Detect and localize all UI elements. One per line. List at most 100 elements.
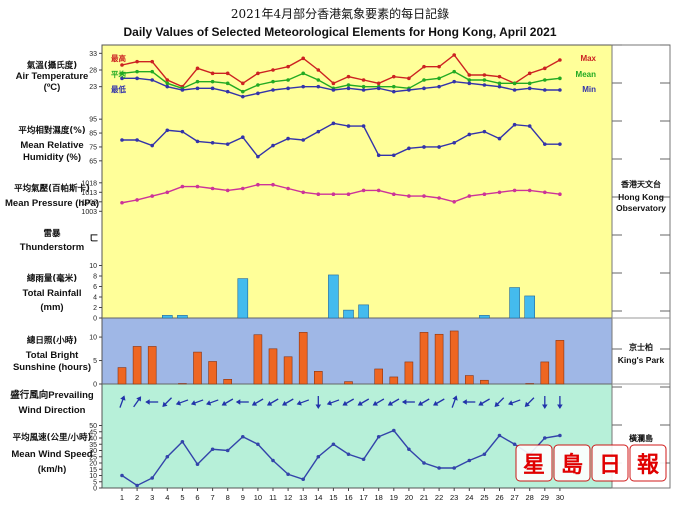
rainfall-unit: (mm): [40, 302, 63, 313]
x-tick-label: 5: [180, 493, 184, 502]
arrow-head: [524, 401, 530, 407]
x-tick-label: 14: [314, 493, 322, 502]
wind-speed-line-point: [195, 462, 200, 467]
wind-direction-arrow: [494, 397, 505, 407]
humidity-line-point: [316, 129, 321, 134]
legend-zh-max: 最高: [111, 53, 126, 63]
rainfall-bar: [509, 287, 520, 319]
x-tick-label: 2: [135, 493, 139, 502]
temp-mean-line-point: [422, 78, 426, 82]
rainfall-bar: [343, 309, 354, 319]
wind-direction-arrow: [175, 399, 189, 406]
rainfall-bar: [328, 274, 339, 319]
legend-zh-mean: 平均: [111, 69, 126, 79]
arrow-head: [387, 400, 394, 406]
wind-direction-label: 盛行風向Prevailing: [10, 389, 94, 401]
x-tick-label: 18: [375, 493, 383, 502]
y-tick-label: 45: [89, 429, 97, 436]
temp-max-line-point: [225, 71, 230, 76]
temp-max-line-point: [407, 76, 411, 81]
temp-max-line-point: [210, 71, 215, 76]
pressure-line-point: [392, 192, 396, 196]
wind-direction-arrow: [357, 398, 370, 406]
pressure-line-point: [286, 186, 290, 191]
y-tick-label: 1003: [81, 209, 97, 216]
temp-mean-line-point: [165, 81, 170, 86]
wind-direction-arrow: [162, 397, 173, 407]
rainfall-bar: [237, 278, 249, 319]
temp-min-line-point: [376, 86, 381, 91]
arrow-head: [452, 395, 458, 401]
y-tick-label: 0: [93, 316, 97, 323]
y-tick-label: 5: [93, 479, 97, 486]
humidity-line-point: [527, 124, 532, 128]
wind-speed-line-point: [376, 434, 381, 439]
station-column: [611, 44, 671, 489]
y-tick-label: 10: [89, 335, 97, 342]
wind-direction-arrow: [266, 398, 279, 406]
y-tick-label: 40: [89, 436, 97, 443]
wind-direction-arrow: [451, 395, 458, 408]
temp-min-line-point: [346, 86, 351, 91]
temp-mean-line-point: [195, 79, 200, 84]
temp-max-line-point: [165, 78, 170, 82]
humidity-line-point: [392, 153, 396, 158]
wind-speed-line-point: [180, 439, 185, 444]
temp-label-en: Air Temperature: [16, 71, 89, 82]
wind-direction-arrow: [282, 398, 294, 406]
temp-max-line-point: [316, 68, 321, 72]
temp-min-line-point: [467, 81, 472, 86]
y-tick-label: 20: [89, 461, 97, 468]
temp-min-line-point: [422, 86, 426, 91]
temp-max-line: [121, 54, 561, 88]
temp-min-line-point: [331, 88, 336, 92]
sunshine-label-zh: 總日照(小時): [27, 335, 77, 346]
sunshine-bar: [283, 356, 293, 385]
y-tick-label: 10: [89, 473, 97, 480]
wind-speed-line-point: [120, 473, 124, 478]
temp-max-line-point: [120, 63, 124, 67]
station-observatory-en: Hong Kong: [618, 192, 664, 202]
pressure-line-point: [361, 188, 366, 193]
y-tick-label: 1018: [81, 180, 97, 187]
y-tick-label: 28: [89, 68, 97, 75]
sunshine-bar: [147, 346, 157, 385]
wind-speed-line-point: [407, 447, 411, 452]
wind-direction-arrow: [315, 396, 322, 409]
sunshine-bar: [223, 379, 232, 385]
temp-mean-line-point: [558, 76, 562, 81]
arrow-head: [401, 399, 407, 405]
wind-direction-arrow: [524, 397, 535, 407]
wind-direction-arrow: [387, 398, 400, 406]
wind-speed-line-point: [316, 454, 321, 459]
wind-speed-line: [121, 429, 561, 487]
arrow-head: [433, 400, 439, 406]
temp-mean-line-point: [256, 83, 260, 87]
x-tick-label: 13: [299, 493, 307, 502]
pressure-line-point: [271, 182, 275, 187]
sunshine-bar: [480, 379, 489, 385]
sunshine-label-en: Sunshine (hours): [13, 362, 91, 373]
humidity-line-point: [467, 132, 472, 137]
temp-unit: (ºC): [44, 82, 61, 93]
temp-max-line-point: [286, 64, 290, 69]
x-tick-label: 4: [165, 493, 169, 502]
y-tick-label: 35: [89, 442, 97, 449]
station-observatory-zh: 香港天文台: [620, 179, 661, 189]
wind-speed-line-point: [497, 433, 502, 438]
temp-min-line-point: [437, 84, 441, 89]
x-tick-label: 15: [329, 493, 337, 502]
temp-min-line-point: [452, 79, 457, 84]
station-kings-park-en: King's Park: [618, 355, 665, 365]
temp-mean-line-point: [437, 76, 441, 81]
sunshine-bar: [193, 351, 202, 385]
pressure-label-zh: 平均氣壓(百帕斯卡): [14, 183, 90, 194]
humidity-line-point: [165, 128, 170, 133]
pressure-line-point: [422, 194, 426, 198]
y-tick-label: 25: [89, 454, 97, 461]
wind-speed-label-zh: 平均風速(公里/小時): [13, 432, 92, 443]
humidity-line-point: [120, 138, 124, 142]
x-tick-label: 28: [526, 493, 534, 502]
temp-mean-line-point: [150, 69, 154, 74]
